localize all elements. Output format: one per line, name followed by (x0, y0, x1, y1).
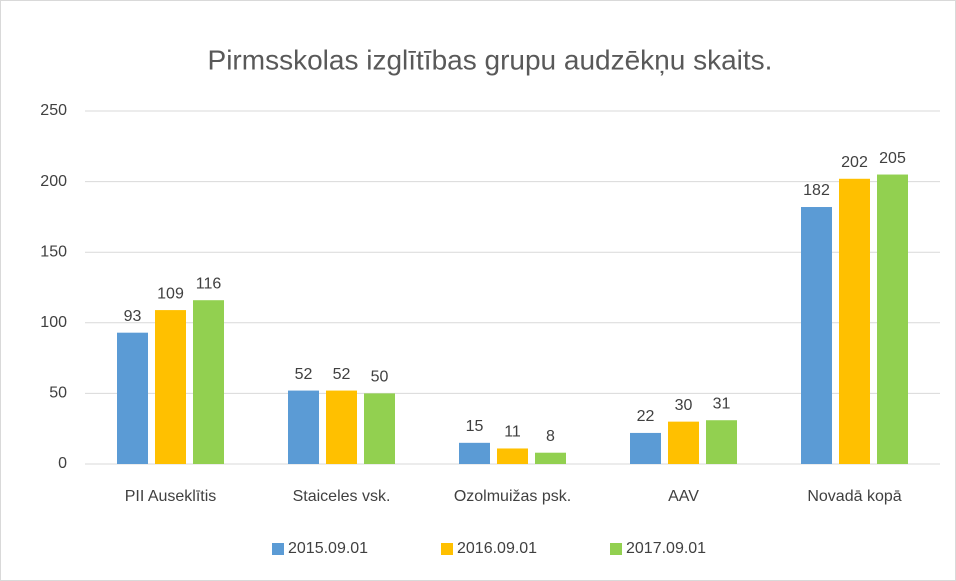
bar (801, 207, 832, 465)
data-label: 202 (841, 154, 868, 171)
x-tick-label: AAV (668, 488, 699, 505)
x-tick-label: Staiceles vsk. (293, 488, 391, 505)
data-label: 15 (466, 418, 484, 435)
data-label: 22 (637, 408, 655, 425)
data-label: 30 (675, 397, 693, 414)
data-label: 116 (196, 275, 222, 292)
data-label: 8 (546, 428, 555, 445)
bar (155, 310, 186, 464)
y-tick-label: 250 (40, 102, 67, 119)
bar (839, 178, 870, 464)
data-label: 11 (504, 424, 521, 441)
bar (497, 448, 528, 464)
bar (288, 390, 319, 464)
bar (668, 421, 699, 464)
bar (326, 390, 357, 464)
data-label: 52 (295, 366, 313, 383)
legend-label: 2015.09.01 (288, 540, 368, 557)
data-label: 205 (879, 150, 906, 167)
y-tick-label: 100 (40, 314, 67, 331)
data-label: 93 (124, 308, 142, 325)
legend-label: 2016.09.01 (457, 540, 537, 557)
legend-swatch (610, 543, 622, 555)
data-label: 50 (371, 369, 389, 386)
y-tick-label: 150 (40, 243, 67, 260)
legend-label: 2017.09.01 (626, 540, 706, 557)
legend-swatch (272, 543, 284, 555)
y-tick-label: 0 (58, 455, 67, 472)
bar (877, 174, 908, 465)
bar (117, 332, 148, 464)
bar (193, 300, 224, 464)
y-tick-label: 200 (40, 173, 67, 190)
data-label: 182 (803, 182, 830, 199)
x-tick-label: Novadā kopā (807, 488, 901, 505)
bar (364, 393, 395, 464)
bar (535, 452, 566, 464)
bar (706, 420, 737, 464)
data-label: 31 (713, 395, 731, 412)
bar (459, 442, 490, 464)
data-label: 109 (157, 285, 184, 302)
legend-swatch (441, 543, 453, 555)
bar (630, 432, 661, 464)
chart-title: Pirmsskolas izglītības grupu audzēkņu sk… (208, 44, 773, 75)
x-tick-label: PII Auseklītis (125, 488, 217, 505)
data-label: 52 (333, 366, 351, 383)
y-tick-label: 50 (49, 385, 67, 402)
x-tick-label: Ozolmuižas psk. (454, 488, 571, 505)
